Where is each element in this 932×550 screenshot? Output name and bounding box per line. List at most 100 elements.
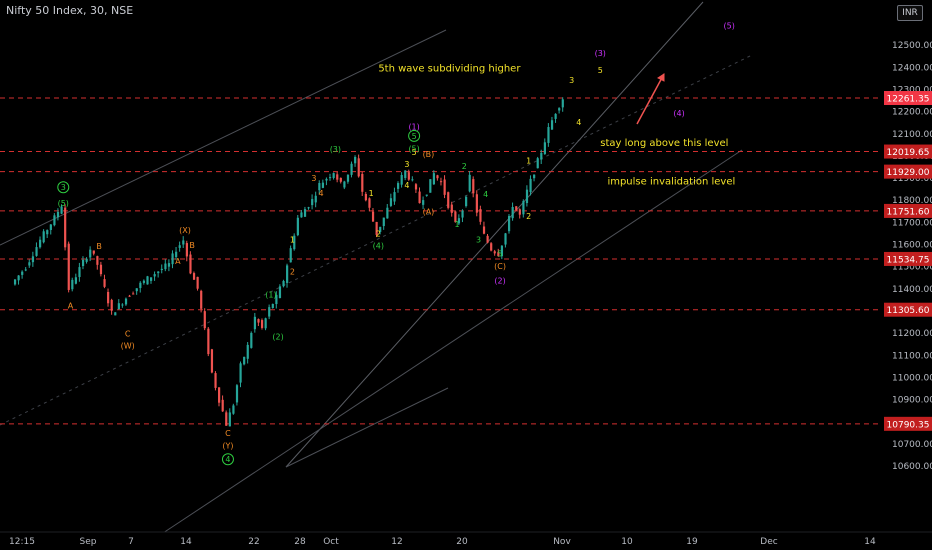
candle-body <box>149 277 153 281</box>
y-tick-label: 12200.00 <box>892 108 932 118</box>
time-axis[interactable] <box>0 532 932 550</box>
candle-body <box>207 328 210 355</box>
wave-label: 5 <box>412 132 417 141</box>
y-tick-label: 12100.00 <box>892 130 932 140</box>
wave-label: (X) <box>179 226 191 235</box>
wave-label: 2 <box>526 212 531 221</box>
candle-body <box>382 217 385 227</box>
candle-body <box>300 212 303 218</box>
candle-body <box>17 275 20 281</box>
candle-body <box>132 293 135 295</box>
candle-body <box>24 269 27 271</box>
wave-label: 4 <box>318 189 323 198</box>
candle-body <box>268 307 271 317</box>
y-tick-label: 10700.00 <box>892 440 932 450</box>
candle-body <box>318 183 321 191</box>
candle-body <box>540 152 543 160</box>
price-level-tag <box>884 203 932 218</box>
current-price-tag <box>884 91 932 106</box>
candle-body <box>311 199 314 206</box>
candle-body <box>35 247 38 256</box>
annotation-text: stay long above this level <box>600 138 728 149</box>
candle-body <box>325 178 328 181</box>
wave-label: 4 <box>576 118 581 127</box>
x-tick-label: 28 <box>294 537 306 547</box>
candle-body <box>346 174 350 182</box>
projection-arrow[interactable] <box>636 73 665 125</box>
candle-body <box>411 179 414 181</box>
x-tick-label: Dec <box>760 537 777 547</box>
trend-line-3[interactable] <box>159 149 743 536</box>
candle-body <box>271 303 274 309</box>
candle-body <box>321 182 325 188</box>
wave-label: C <box>225 429 231 438</box>
candle-body <box>432 173 436 185</box>
candle-body <box>364 193 367 201</box>
candle-body <box>171 253 174 265</box>
candle-body <box>465 196 468 207</box>
candle-body <box>185 243 188 257</box>
candle-body <box>260 320 264 328</box>
candle-body <box>81 259 85 267</box>
candle-body <box>228 412 231 427</box>
candle-body <box>21 271 24 275</box>
currency-button[interactable]: INR <box>897 5 923 21</box>
candle-body <box>400 174 403 185</box>
candle-body <box>250 332 253 348</box>
wave-label-circle <box>408 129 421 142</box>
annotation-text: impulse invalidation level <box>607 177 735 188</box>
wave-label: (2) <box>494 276 505 285</box>
candle-body <box>282 280 285 287</box>
x-tick-label: 7 <box>128 537 134 547</box>
candle-body <box>114 312 117 316</box>
candle-body <box>343 181 346 188</box>
candle-body <box>457 218 461 224</box>
candle-body <box>85 258 88 262</box>
candle-body <box>107 291 110 304</box>
candle-body <box>525 189 529 204</box>
trend-line-0[interactable] <box>0 29 447 246</box>
x-tick-label: 12:15 <box>9 537 35 547</box>
candle-body <box>547 127 550 143</box>
candle-body <box>375 221 378 235</box>
candle-body <box>407 172 410 180</box>
candle-body <box>71 279 74 290</box>
wave-label: (A) <box>423 208 435 217</box>
trend-line-4[interactable] <box>285 387 449 468</box>
candle-body <box>393 192 396 202</box>
candle-body <box>110 299 113 311</box>
candle-body <box>39 239 42 248</box>
candle-body <box>529 178 532 193</box>
wave-label: 5 <box>598 66 603 75</box>
y-tick-label: 11700.00 <box>892 218 932 228</box>
wave-label: (C) <box>494 262 506 271</box>
candle-body <box>479 209 482 222</box>
candle-body <box>92 250 95 254</box>
price-level-label: 11751.60 <box>887 207 930 217</box>
candle-body <box>64 207 67 248</box>
candle-body <box>511 206 514 219</box>
y-tick-label: 12400.00 <box>892 63 932 73</box>
candle-body <box>314 195 317 203</box>
chart-title: Nifty 50 Index, 30, NSE <box>6 4 134 17</box>
wave-label: 3 <box>311 174 316 183</box>
wave-label: 4 <box>404 181 409 190</box>
candle-body <box>468 174 471 192</box>
y-tick-label: 11900.00 <box>892 174 932 184</box>
wave-label: B <box>96 242 102 251</box>
candle-body <box>178 245 181 248</box>
candle-body <box>550 120 554 130</box>
candle-body <box>142 280 146 283</box>
wave-label-circle <box>57 181 70 194</box>
wave-label: (2) <box>272 333 283 342</box>
x-tick-label: 19 <box>686 537 698 547</box>
wave-label: 5 <box>412 148 417 157</box>
y-tick-label: 12500.00 <box>892 41 932 51</box>
candle-body <box>450 204 453 213</box>
candle-body <box>139 282 142 289</box>
candle-body <box>275 294 278 305</box>
trend-line-2[interactable] <box>285 1 704 468</box>
candle-body <box>368 198 371 208</box>
candle-body <box>425 194 428 196</box>
